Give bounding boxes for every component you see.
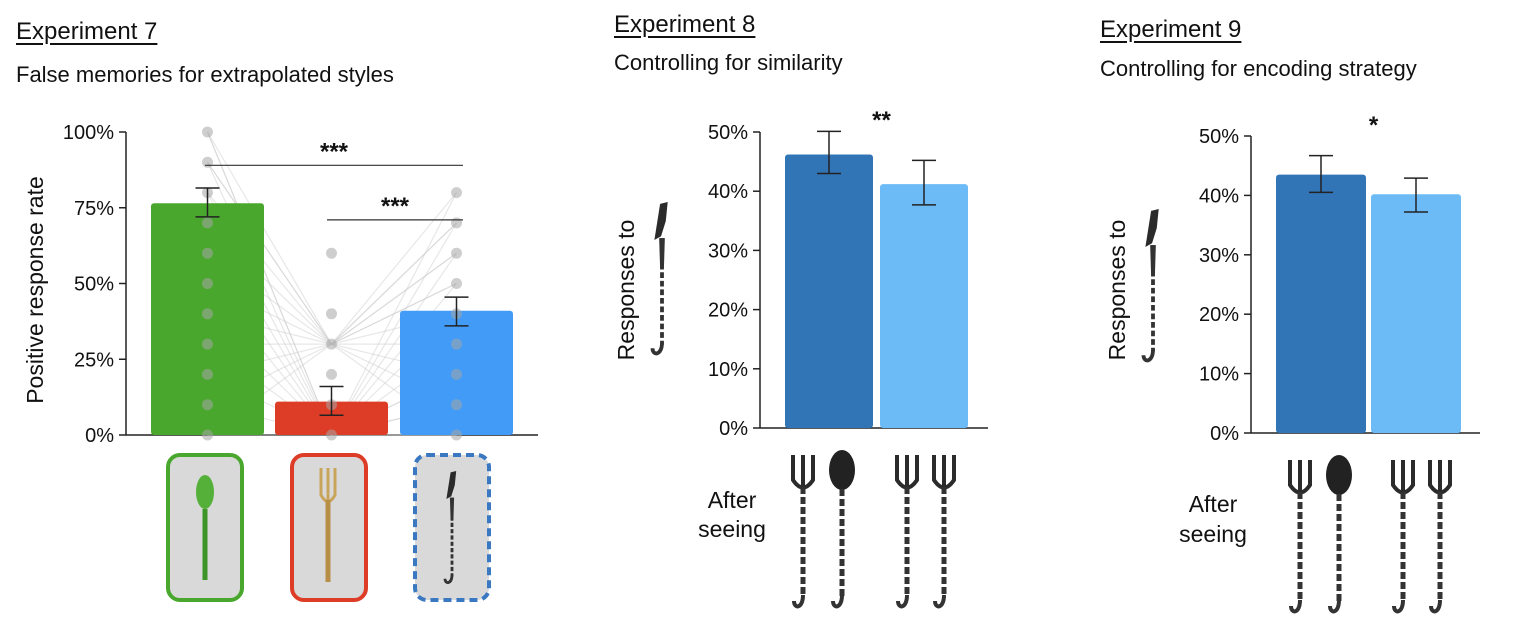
panel7-individual-point xyxy=(202,368,213,380)
panel9-heading: Experiment 9 xyxy=(1100,16,1242,43)
panel7-individual-point xyxy=(326,308,337,320)
panel9-stimulus-fork-2-icon xyxy=(1393,460,1413,611)
panel8-ylabel-knife-icon xyxy=(650,200,670,356)
panel7-individual-point xyxy=(202,247,213,259)
panel7-stimulus-frames xyxy=(166,453,491,602)
panel9-bar xyxy=(1276,174,1366,434)
panel9-subtitle: Controlling for encoding strategy xyxy=(1100,56,1417,81)
panel8-tick-label: 40% xyxy=(708,181,748,203)
panel8-chart: Responses to 0%10%20%30%40%50% ** After … xyxy=(613,107,988,606)
panel9-error-bars xyxy=(1309,154,1428,213)
panel9-seeing-label: seeing xyxy=(1179,521,1247,547)
panel8-stimulus-fork-2-icon xyxy=(897,455,917,606)
panel7-individual-point xyxy=(202,308,213,320)
panel7-significance-stars: *** xyxy=(381,193,410,220)
panel8-bar xyxy=(785,154,873,428)
panel7-individual-point xyxy=(451,338,462,350)
panel9-ylabel-knife-icon xyxy=(1141,207,1161,363)
panel9-y-axis-label: Responses to xyxy=(1104,220,1130,361)
panel7-individual-point xyxy=(451,247,462,259)
panel9-tick-label: 30% xyxy=(1199,245,1239,267)
green-spoon-icon xyxy=(196,475,214,580)
panel7-individual-point xyxy=(451,217,462,229)
panel9-tick-label: 10% xyxy=(1199,364,1239,386)
panel7-y-ticks: 0% 25% 50% 75% 100% xyxy=(63,122,538,447)
panel7-individual-point xyxy=(326,429,337,441)
panel7-y-axis-label: Positive response rate xyxy=(22,176,48,404)
panel7-heading: Experiment 7 xyxy=(16,18,158,45)
panel9-stimulus-fork-1-icon xyxy=(1290,460,1310,611)
panel7-tick-label: 75% xyxy=(74,198,114,220)
panel9-stimulus-spoon-icon xyxy=(1326,455,1352,611)
panel7-individual-point xyxy=(451,368,462,380)
panel7-individual-point xyxy=(202,278,213,289)
panel8-y-axis-label: Responses to xyxy=(613,220,639,361)
panel7-individual-point xyxy=(326,338,337,350)
panel8-tick-label: 20% xyxy=(708,300,748,322)
panel7-individual-point xyxy=(202,338,213,350)
gold-fork-icon xyxy=(319,468,337,582)
panel9-bar xyxy=(1371,194,1461,433)
panel8-subtitle: Controlling for similarity xyxy=(614,50,843,75)
panel7-subtitle: False memories for extrapolated styles xyxy=(16,62,394,87)
panel9-y-ticks: 0% 10% 20% 30% 40% 50% xyxy=(1199,126,1480,445)
panel9-tick-label: 0% xyxy=(1210,423,1239,445)
panel8-bars xyxy=(785,154,968,428)
panel8-error-bars xyxy=(817,130,936,206)
panel7-individual-point xyxy=(326,368,337,380)
panel9-tick-label: 20% xyxy=(1199,304,1239,326)
panel7-error-bars xyxy=(195,187,469,417)
panel7-significance-stars: *** xyxy=(320,138,349,165)
panel7-tick-label: 50% xyxy=(74,274,114,296)
panel7-chart: Positive response rate 0% 25% 50% 75% 100% *… xyxy=(22,122,538,602)
stimulus-frame xyxy=(413,453,491,602)
panel8-stimulus-spoon-icon xyxy=(829,450,855,606)
panel7-individual-point xyxy=(202,156,213,168)
panel7-individual-point xyxy=(202,217,213,229)
panel8-significance: ** xyxy=(872,107,891,134)
panel9-after-label: After xyxy=(1189,491,1238,517)
panel7-individual-point xyxy=(326,247,337,259)
panel8-bar xyxy=(880,184,968,428)
panel7-bar xyxy=(275,401,388,435)
panel8-tick-label: 30% xyxy=(708,240,748,262)
panel9-stimulus-fork-3-icon xyxy=(1430,460,1450,611)
panel9-significance-stars: * xyxy=(1369,112,1379,139)
panel7-tick-label: 0% xyxy=(85,425,114,447)
panel7-individual-point xyxy=(451,429,462,441)
panel8-seeing-label: seeing xyxy=(698,516,766,542)
panel8-stimulus-fork-3-icon xyxy=(934,455,954,606)
panel8-after-label: After xyxy=(708,487,757,513)
panel8-tick-label: 10% xyxy=(708,359,748,381)
panel9-significance: * xyxy=(1369,112,1379,139)
panel7-individual-point xyxy=(202,429,213,441)
panel8-stimulus-fork-1-icon xyxy=(793,455,813,606)
panel9-tick-label: 40% xyxy=(1199,185,1239,207)
panel8-tick-label: 50% xyxy=(708,122,748,144)
panel7-tick-label: 25% xyxy=(74,349,114,371)
panel7-individual-point xyxy=(451,399,462,411)
panel7-individual-point xyxy=(451,187,462,199)
panel9-tick-label: 50% xyxy=(1199,126,1239,148)
panel8-significance-stars: ** xyxy=(872,107,891,134)
panel7-individual-point xyxy=(202,399,213,411)
panel7-significance: *** *** xyxy=(205,138,463,221)
panel9-bars xyxy=(1276,174,1461,434)
panel7-tick-label: 100% xyxy=(63,122,114,144)
panel7-individual-point xyxy=(202,126,213,138)
panel9-chart: Responses to 0% 10% 20% 30% 40% 50% * After s… xyxy=(1104,112,1480,611)
panel8-heading: Experiment 8 xyxy=(614,11,756,38)
panel8-tick-label: 0% xyxy=(719,418,748,440)
panel7-individual-point xyxy=(451,278,462,289)
